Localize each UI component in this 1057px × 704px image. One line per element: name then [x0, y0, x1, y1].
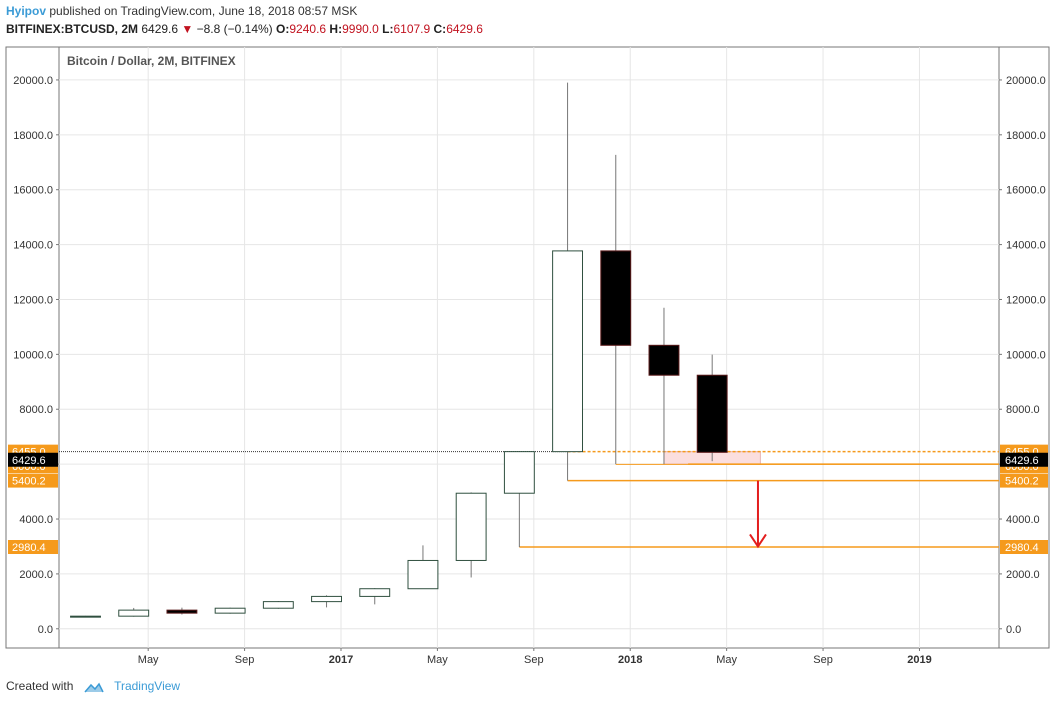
candle-body: [696, 374, 728, 453]
price-tag-label-left: 2980.4: [12, 542, 46, 554]
published-text: published on TradingView.com, June 18, 2…: [49, 4, 358, 18]
open-value: 9240.6: [289, 22, 327, 36]
x-tick-label: 2018: [618, 654, 642, 666]
price-tag-label-left: 5400.2: [12, 476, 46, 488]
y-tick-label-right: 10000.0: [1006, 349, 1046, 361]
candle-body: [311, 595, 342, 603]
last-price-tag-left: [8, 452, 58, 467]
x-tick-label: May: [427, 654, 448, 666]
y-tick-label-left: 4000.0: [19, 514, 53, 526]
candle-body: [166, 609, 198, 614]
y-tick-label-right: 2000.0: [1006, 569, 1040, 581]
x-tick-label: Sep: [524, 654, 544, 666]
last-price-tag-label-left: 6429.6: [12, 455, 46, 467]
y-tick-label-right: 0.0: [1006, 624, 1021, 636]
last-price-tag-right: [1000, 452, 1048, 467]
x-tick-label: May: [716, 654, 737, 666]
candle-body: [648, 344, 680, 376]
y-tick-label-left: 12000.0: [13, 294, 53, 306]
price-tag-right: [1000, 473, 1048, 488]
candle-body: [455, 492, 487, 561]
x-tick-label: 2019: [907, 654, 931, 666]
y-tick-label-right: 8000.0: [1006, 404, 1040, 416]
y-tick-label-left: 16000.0: [13, 185, 53, 197]
y-tick-label-left: 20000.0: [13, 75, 53, 87]
author-name[interactable]: Hyipov: [6, 4, 47, 18]
candle-body: [552, 250, 584, 453]
candle-body: [600, 250, 632, 346]
candle-body: [503, 451, 535, 494]
tradingview-link[interactable]: TradingView: [114, 679, 181, 693]
y-tick-label-left: 8000.0: [19, 404, 53, 416]
symbol-label: BITFINEX:BTCUSD, 2M: [6, 22, 138, 36]
y-tick-label-right: 20000.0: [1006, 75, 1046, 87]
footer: Created with TradingView: [6, 679, 180, 693]
low-label: L:: [382, 22, 394, 36]
x-tick-label: Sep: [813, 654, 833, 666]
x-tick-label: May: [138, 654, 159, 666]
candle-body: [214, 607, 246, 614]
candle-body: [70, 615, 101, 618]
last-price-tag-label-right: 6429.6: [1005, 455, 1039, 467]
high-label: H:: [329, 22, 343, 36]
price-tag-left: [8, 473, 58, 488]
last-value: 6429.6: [141, 22, 179, 36]
chart-frame: [5, 46, 1050, 649]
close-value: 6429.6: [446, 22, 483, 36]
open-label: O:: [276, 22, 290, 36]
price-tag-left: [8, 539, 58, 554]
chart-header: Hyipov published on TradingView.com, Jun…: [0, 0, 1057, 40]
ohlc-line: BITFINEX:BTCUSD, 2M 6429.6 ▼ −8.8 (−0.14…: [6, 22, 483, 36]
candle-body: [407, 559, 439, 590]
y-tick-label-right: 14000.0: [1006, 240, 1046, 252]
tradingview-cloud-icon[interactable]: [83, 681, 105, 693]
chart-title: Bitcoin / Dollar, 2M, BITFINEX: [67, 54, 236, 68]
down-arrow-head: [749, 533, 767, 549]
y-tick-label-left: 14000.0: [13, 240, 53, 252]
change-value: −8.8 (−0.14%): [196, 22, 273, 36]
y-tick-label-right: 16000.0: [1006, 185, 1046, 197]
close-label: C:: [433, 22, 447, 36]
change-down-icon: ▼: [181, 22, 194, 36]
high-value: 9990.0: [342, 22, 379, 36]
price-tag-label-right: 2980.4: [1005, 542, 1039, 554]
candle-body: [359, 588, 391, 597]
y-tick-label-right: 12000.0: [1006, 294, 1046, 306]
y-tick-label-right: 4000.0: [1006, 514, 1040, 526]
publish-line: Hyipov published on TradingView.com, Jun…: [6, 4, 357, 18]
candle-body: [118, 609, 150, 617]
y-tick-label-left: 0.0: [38, 624, 53, 636]
price-tag-label-right: 5400.2: [1005, 476, 1039, 488]
low-value: 6107.9: [393, 22, 431, 36]
y-tick-label-left: 10000.0: [13, 349, 53, 361]
price-tag-right: [1000, 539, 1048, 554]
x-tick-label: Sep: [235, 654, 255, 666]
candle-body: [262, 601, 294, 609]
created-with-text: Created with: [6, 679, 74, 693]
y-tick-label-left: 18000.0: [13, 130, 53, 142]
y-tick-label-left: 2000.0: [19, 569, 53, 581]
x-tick-label: 2017: [329, 654, 353, 666]
y-tick-label-right: 18000.0: [1006, 130, 1046, 142]
